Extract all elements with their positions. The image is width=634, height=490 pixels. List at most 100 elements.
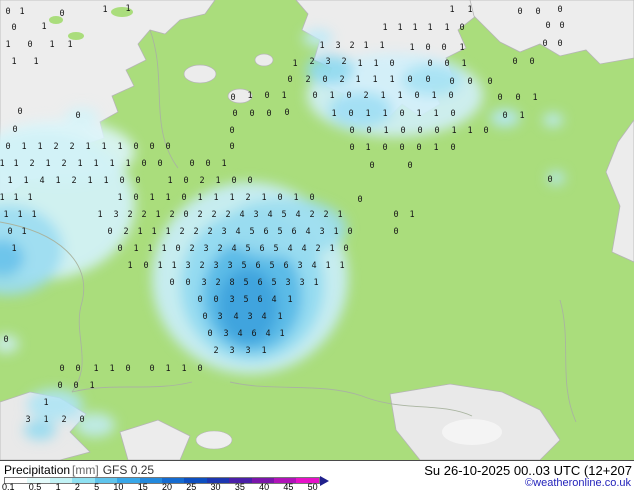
precip-value: 1 [365,109,370,119]
precip-value: 0 [207,329,212,339]
precip-value: 0 [312,91,317,101]
precip-value: 1 [157,261,162,271]
precip-value: 0 [149,142,154,152]
precip-value: 0 [197,295,202,305]
precip-value: 6 [283,261,288,271]
precip-value: 1 [261,193,266,203]
precip-value: 0 [119,176,124,186]
precip-value: 3 [299,278,304,288]
precip-value: 4 [237,329,242,339]
precip-value: 0 [183,176,188,186]
precip-value: 2 [179,227,184,237]
scale-segment-25 [184,478,207,483]
precip-value: 1 [433,109,438,119]
precip-value: 1 [19,7,24,17]
precip-value: 2 [123,227,128,237]
precip-value: 0 [366,126,371,136]
precip-value: 2 [207,227,212,237]
color-scale-bar [4,476,329,486]
precip-value: 1 [412,23,417,33]
precip-value: 0 [175,244,180,254]
precip-value: 2 [309,57,314,67]
precip-value: 0 [449,77,454,87]
precip-value: 0 [7,227,12,237]
precip-value: 0 [343,244,348,254]
precip-value: 1 [171,261,176,271]
precip-value: 0 [202,312,207,322]
precip-value: 2 [305,75,310,85]
precip-value: 0 [483,126,488,136]
precip-value: 1 [389,75,394,85]
precip-value: 3 [25,415,30,425]
precip-value: 3 [229,295,234,305]
precip-value: 0 [346,91,351,101]
precip-value: 1 [431,91,436,101]
precip-value: 1 [11,244,16,254]
color-scale-labels: 0.1 0.5 1 2 5 10 15 20 25 30 35 40 45 50 [2,482,334,490]
country-borders [0,29,577,423]
precip-value: 1 [382,109,387,119]
precip-value: 1 [147,244,152,254]
precipitation-layer [0,29,565,440]
precip-value: 1 [109,159,114,169]
precip-value: 2 [69,142,74,152]
precip-value: 1 [293,193,298,203]
precip-value: 1 [397,23,402,33]
scale-label-20: 20 [161,482,172,490]
precip-value: 5 [281,210,286,220]
scale-segment-0.5 [27,478,50,483]
precip-value: 0 [75,111,80,121]
precip-value: 0 [400,126,405,136]
precip-value: 1 [451,126,456,136]
precip-value: 1 [13,159,18,169]
precip-value: 2 [245,193,250,203]
precip-value: 4 [311,261,316,271]
precip-value: 1 [67,40,72,50]
precip-value: 1 [33,57,38,67]
precip-value: 3 [203,244,208,254]
precip-value: 1 [379,41,384,51]
precip-value: 2 [339,75,344,85]
precip-value: 0 [287,75,292,85]
precip-value: 2 [199,261,204,271]
precip-value: 0 [165,142,170,152]
precip-value: 0 [249,109,254,119]
legend-bar: Precipitation [mm] GFS 0.25 Su 26-10-2025 … [0,460,634,490]
precip-value: 2 [215,278,220,288]
precip-value: 4 [231,244,236,254]
precip-value: 2 [71,176,76,186]
precip-value: 1 [281,91,286,101]
precip-value: 1 [337,210,342,220]
precip-value: 4 [265,329,270,339]
scale-segment-45 [274,478,297,483]
precip-value: 0 [547,175,552,185]
precip-value: 1 [93,159,98,169]
precip-value: 2 [213,346,218,356]
precip-value: 2 [29,159,34,169]
precip-value: 1 [165,227,170,237]
precip-value: 0 [266,109,271,119]
precip-value: 0 [277,193,282,203]
precip-value: 4 [239,210,244,220]
precip-value: 0 [487,77,492,87]
precip-value: 0 [231,176,236,186]
precip-value: 0 [450,109,455,119]
precip-value: 0 [399,109,404,119]
precip-value: 0 [183,210,188,220]
precip-value: 1 [382,23,387,33]
precip-value: 0 [389,59,394,69]
precip-value: 0 [417,126,422,136]
precip-value: 0 [135,176,140,186]
precip-value: 1 [37,142,42,152]
precip-value: 1 [292,59,297,69]
precip-value: 3 [229,346,234,356]
precip-value: 1 [3,210,8,220]
precip-value: 1 [287,295,292,305]
precip-value: 0 [11,23,16,33]
precip-value: 0 [434,126,439,136]
precip-value: 6 [291,227,296,237]
precip-value: 2 [341,57,346,67]
precip-value: 5 [271,278,276,288]
